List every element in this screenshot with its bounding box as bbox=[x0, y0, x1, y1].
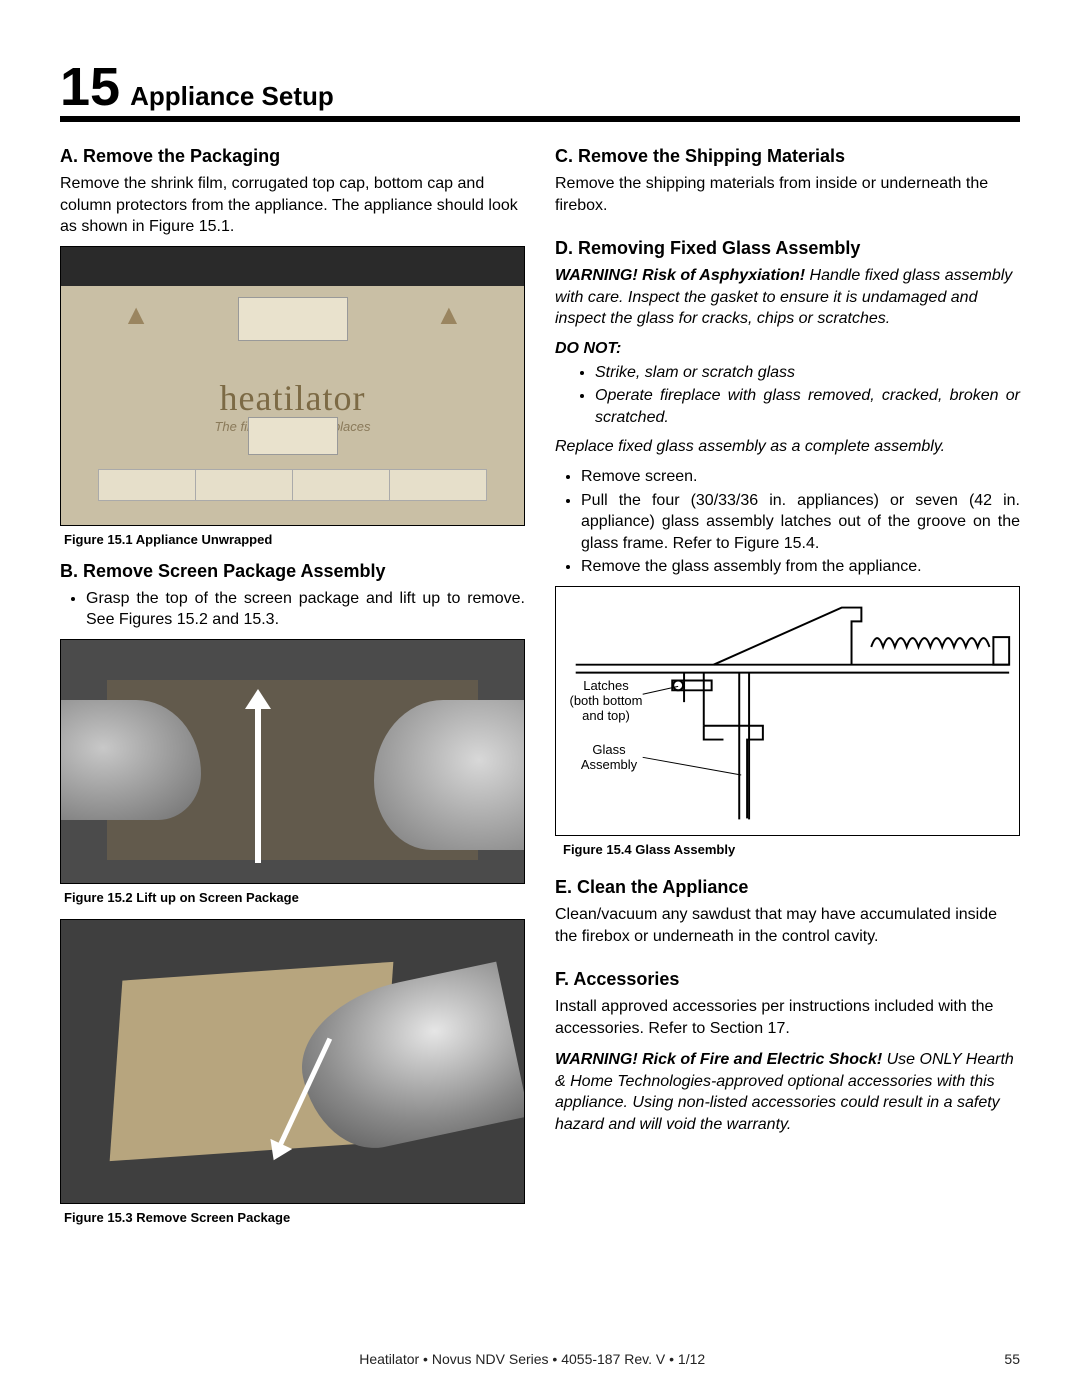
heading-e: E. Clean the Appliance bbox=[555, 877, 1020, 898]
para-f: Install approved accessories per instruc… bbox=[555, 996, 1020, 1039]
brand-logo: heatilator bbox=[220, 377, 366, 419]
list-item: Strike, slam or scratch glass bbox=[595, 362, 1020, 384]
figure-15-4-caption: Figure 15.4 Glass Assembly bbox=[563, 842, 1020, 857]
figure-15-2-caption: Figure 15.2 Lift up on Screen Package bbox=[64, 890, 525, 905]
list-item: Grasp the top of the screen package and … bbox=[86, 588, 525, 631]
list-item: Remove the glass assembly from the appli… bbox=[581, 556, 1020, 578]
arrow-up-icon bbox=[255, 703, 261, 863]
list-b: Grasp the top of the screen package and … bbox=[60, 588, 525, 631]
heading-f: F. Accessories bbox=[555, 969, 1020, 990]
label-strip-icon bbox=[98, 469, 487, 501]
heading-a: A. Remove the Packaging bbox=[60, 146, 525, 167]
left-column: A. Remove the Packaging Remove the shrin… bbox=[60, 136, 525, 1239]
box-label-icon bbox=[238, 297, 348, 341]
two-column-layout: A. Remove the Packaging Remove the shrin… bbox=[60, 136, 1020, 1239]
figure-15-3-photo bbox=[60, 919, 525, 1204]
para-c: Remove the shipping materials from insid… bbox=[555, 173, 1020, 216]
warning-label-icon bbox=[248, 417, 338, 455]
list-item: Pull the four (30/33/36 in. appliances) … bbox=[581, 490, 1020, 555]
warning-f-bold: WARNING! Rick of Fire and Electric Shock… bbox=[555, 1051, 882, 1068]
right-column: C. Remove the Shipping Materials Remove … bbox=[555, 136, 1020, 1239]
list-item: Operate fireplace with glass removed, cr… bbox=[595, 385, 1020, 428]
figure-15-4-diagram: Latches(both bottomand top) GlassAssembl… bbox=[555, 586, 1020, 836]
footer-page-number: 55 bbox=[1004, 1351, 1020, 1367]
hand-right-icon bbox=[374, 700, 524, 850]
donot-list: Strike, slam or scratch glass Operate fi… bbox=[555, 362, 1020, 429]
figure-15-2-photo bbox=[60, 639, 525, 884]
para-a: Remove the shrink film, corrugated top c… bbox=[60, 173, 525, 238]
replace-line: Replace fixed glass assembly as a comple… bbox=[555, 436, 1020, 458]
section-number: 15 bbox=[60, 60, 120, 114]
diagram-label-latches: Latches(both bottomand top) bbox=[566, 679, 646, 724]
warning-d-bold: WARNING! Risk of Asphyxiation! bbox=[555, 267, 805, 284]
heading-c: C. Remove the Shipping Materials bbox=[555, 146, 1020, 167]
footer-center: Heatilator • Novus NDV Series • 4055-187… bbox=[60, 1351, 1004, 1367]
page-footer: Heatilator • Novus NDV Series • 4055-187… bbox=[60, 1351, 1020, 1367]
heading-b: B. Remove Screen Package Assembly bbox=[60, 561, 525, 582]
figure-15-3-caption: Figure 15.3 Remove Screen Package bbox=[64, 1210, 525, 1225]
d-steps-list: Remove screen. Pull the four (30/33/36 i… bbox=[555, 466, 1020, 578]
figure-15-1-photo: ▲▲ heatilator The first name in fireplac… bbox=[60, 246, 525, 526]
diagram-label-glass: GlassAssembly bbox=[574, 743, 644, 773]
section-title: Appliance Setup bbox=[130, 81, 334, 112]
heading-d: D. Removing Fixed Glass Assembly bbox=[555, 238, 1020, 259]
list-item: Remove screen. bbox=[581, 466, 1020, 488]
para-e: Clean/vacuum any sawdust that may have a… bbox=[555, 904, 1020, 947]
warning-f: WARNING! Rick of Fire and Electric Shock… bbox=[555, 1049, 1020, 1135]
donot-label: DO NOT: bbox=[555, 338, 1020, 360]
section-header: 15 Appliance Setup bbox=[60, 60, 1020, 122]
warning-d: WARNING! Risk of Asphyxiation! Handle fi… bbox=[555, 265, 1020, 330]
figure-15-1-caption: Figure 15.1 Appliance Unwrapped bbox=[64, 532, 525, 547]
